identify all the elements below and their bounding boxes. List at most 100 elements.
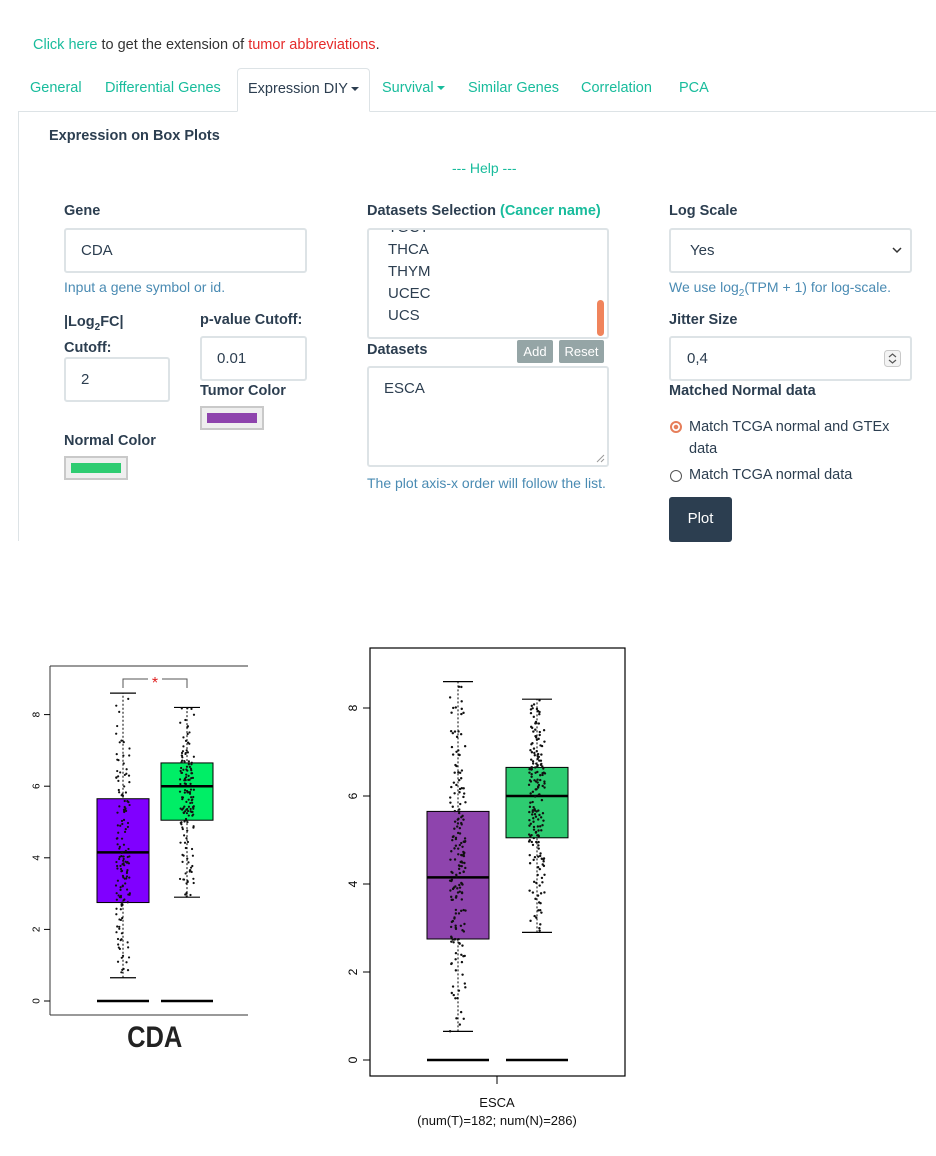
datasets-textarea[interactable]: ESCA	[367, 366, 609, 467]
jitter-point	[540, 753, 543, 756]
jitter-point	[461, 973, 464, 976]
jitter-point	[537, 901, 541, 904]
jitter-point	[191, 801, 194, 804]
jitter-point	[538, 759, 541, 762]
jitter-point	[118, 857, 121, 861]
jitter-point	[461, 845, 464, 848]
jitter-point	[118, 855, 121, 859]
jitter-point	[127, 956, 131, 959]
jitter-point	[183, 759, 186, 763]
datasets-selection-list[interactable]: TGCT THCA THYM UCEC UCS	[367, 228, 609, 339]
jitter-point	[115, 913, 118, 916]
tab-expression-diy[interactable]: Expression DIY	[237, 68, 370, 112]
log2fc-label: |Log2FC| Cutoff:	[64, 312, 124, 359]
normal-color-picker[interactable]	[64, 456, 128, 480]
help-link[interactable]: --- Help ---	[452, 160, 517, 176]
list-item[interactable]: TGCT	[388, 230, 429, 239]
list-item[interactable]: THYM	[388, 263, 431, 280]
jitter-point	[538, 699, 541, 702]
jitter-point	[536, 765, 539, 768]
pvalue-input[interactable]: 0.01	[200, 336, 307, 381]
y-tick-label: 4	[32, 855, 43, 861]
jitter-point	[530, 767, 533, 771]
normal-color-label: Normal Color	[64, 433, 156, 449]
jitter-point	[462, 787, 465, 790]
list-scrollbar-thumb[interactable]	[597, 300, 604, 336]
tumor-color-label: Tumor Color	[200, 383, 286, 399]
plot-button[interactable]: Plot	[669, 497, 732, 542]
jitter-point	[536, 757, 539, 760]
reset-button[interactable]: Reset	[559, 340, 604, 363]
plot-frame	[369, 647, 626, 1077]
log2fc-label-sub: 2	[94, 321, 101, 333]
jitter-point	[186, 751, 190, 754]
jitter-point	[462, 711, 465, 715]
tab-general[interactable]: General	[30, 80, 82, 96]
jitter-point	[114, 884, 118, 887]
jitter-point	[459, 777, 463, 780]
jitter-point	[454, 969, 458, 972]
jitter-point	[188, 870, 191, 873]
jitter-point	[126, 825, 130, 829]
notice-end: .	[375, 37, 380, 53]
jitter-point	[178, 877, 182, 881]
y-tick-label: 6	[346, 792, 360, 799]
spinner-icon[interactable]	[884, 350, 901, 367]
jitter-point	[124, 791, 128, 794]
jitter-point	[532, 820, 535, 823]
jitter-point	[459, 771, 462, 775]
jitter-point	[535, 881, 538, 885]
chevron-down-icon	[892, 247, 902, 254]
radio-tcga-gtex-label[interactable]: Match TCGA normal and GTEx data	[689, 419, 890, 457]
jitter-point	[188, 742, 191, 745]
jitter-point	[115, 898, 118, 901]
jitter-point	[184, 752, 187, 756]
jitter-point	[453, 809, 457, 813]
radio-tcga-gtex[interactable]	[670, 421, 682, 433]
jitter-point	[123, 773, 126, 777]
jitter-point	[460, 685, 463, 689]
tab-differential-genes[interactable]: Differential Genes	[105, 80, 221, 96]
add-button[interactable]: Add	[517, 340, 553, 363]
tab-similar-genes[interactable]: Similar Genes	[468, 80, 560, 96]
tab-correlation[interactable]: Correlation	[581, 80, 652, 96]
log2fc-input[interactable]: 2	[64, 357, 170, 402]
jitter-point	[190, 796, 193, 799]
jitter-point	[534, 722, 537, 725]
radio-tcga-only[interactable]	[670, 470, 682, 482]
list-item[interactable]: UCS	[388, 307, 420, 324]
jitter-point	[122, 855, 125, 858]
jitter-point	[463, 745, 467, 748]
list-item[interactable]: UCEC	[388, 285, 431, 302]
jitter-size-input[interactable]: 0,4	[669, 336, 912, 381]
jitter-point	[535, 738, 539, 741]
jitter-point	[455, 750, 458, 753]
jitter-point	[192, 881, 195, 885]
jitter-point	[116, 824, 119, 827]
resize-handle-icon[interactable]	[596, 454, 605, 463]
jitter-point	[457, 937, 460, 941]
jitter-point	[450, 711, 453, 714]
tab-survival[interactable]: Survival	[382, 68, 445, 110]
log-scale-select[interactable]: Yes	[669, 228, 912, 273]
radio-tcga-only-label[interactable]: Match TCGA normal data	[689, 467, 853, 483]
jitter-point	[448, 1030, 452, 1033]
gene-input[interactable]: CDA	[64, 228, 307, 273]
jitter-point	[452, 781, 456, 784]
jitter-point	[541, 812, 545, 815]
jitter-point	[537, 818, 540, 821]
jitter-point	[542, 819, 545, 822]
jitter-point	[534, 897, 537, 901]
tab-pca[interactable]: PCA	[679, 80, 709, 96]
click-here-link[interactable]: Click here	[33, 37, 98, 53]
jitter-point	[529, 801, 532, 804]
jitter-point	[116, 960, 120, 963]
tumor-color-picker[interactable]	[200, 406, 264, 430]
pvalue-label: p-value Cutoff:	[200, 312, 303, 328]
y-tick-label: 6	[32, 783, 43, 789]
jitter-point	[459, 733, 463, 736]
jitter-point	[120, 971, 123, 974]
jitter-point	[538, 730, 542, 734]
jitter-point	[454, 927, 458, 931]
list-item[interactable]: THCA	[388, 241, 429, 258]
